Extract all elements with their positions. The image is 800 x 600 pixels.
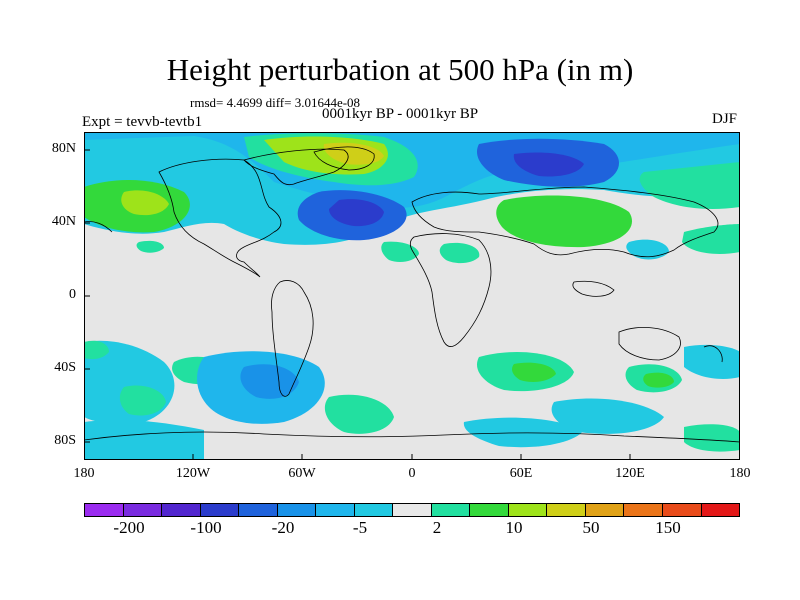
coastlines <box>83 146 741 443</box>
colorbar-swatch <box>470 504 509 516</box>
colorbar-swatch <box>316 504 355 516</box>
experiment-label: Expt = tevvb-tevtb1 <box>82 114 203 130</box>
colorbar-label: -20 <box>271 518 295 537</box>
colorbar-label: -100 <box>190 518 222 537</box>
colorbar <box>84 503 740 517</box>
colorbar-swatch <box>585 504 625 516</box>
colorbar-swatch <box>200 504 240 516</box>
y-tick-label: 80S <box>54 433 76 448</box>
stats-line: rmsd= 4.4699 diff= 3.01644e-08 <box>190 95 361 110</box>
colorbar-swatch <box>624 504 663 516</box>
colorbar-label: 10 <box>505 518 523 537</box>
colorbar-swatch <box>431 504 471 516</box>
contour-map <box>83 132 741 460</box>
north-anomaly-band <box>84 132 740 264</box>
x-tick-label: 180 <box>73 466 95 481</box>
plot-title: Height perturbation at 500 hPa (in m) <box>166 52 634 87</box>
x-tick-label: 120E <box>615 466 645 481</box>
colorbar-label: -200 <box>113 518 145 537</box>
colorbar-label: 150 <box>655 518 681 537</box>
colorbar-swatch <box>701 504 740 516</box>
colorbar-swatch <box>239 504 278 516</box>
x-tick-label: 60W <box>288 466 316 481</box>
period-label: 0001kyr BP - 0001kyr BP <box>322 106 479 122</box>
colorbar-swatch <box>85 504 124 516</box>
colorbar-label: -5 <box>352 518 368 537</box>
colorbar-swatch <box>123 504 163 516</box>
colorbar-swatch <box>508 504 548 516</box>
x-tick-label: 60E <box>509 466 533 481</box>
y-tick-label: 0 <box>69 287 76 302</box>
colorbar-swatch <box>354 504 394 516</box>
colorbar-swatch <box>547 504 586 516</box>
x-tick-label: 120W <box>175 466 211 481</box>
season-label: DJF <box>712 111 738 127</box>
colorbar-swatch <box>277 504 317 516</box>
colorbar-label: 2 <box>432 518 442 537</box>
x-tick-label: 180 <box>729 466 751 481</box>
south-anomaly-band <box>84 340 740 460</box>
colorbar-swatch <box>393 504 432 516</box>
colorbar-swatch <box>162 504 201 516</box>
y-tick-label: 40N <box>51 214 76 229</box>
map-panel <box>83 132 741 460</box>
colorbar-swatch <box>662 504 702 516</box>
y-tick-label: 80N <box>51 141 76 156</box>
y-tick-label: 40S <box>54 360 76 375</box>
x-tick-label: 0 <box>408 466 416 481</box>
colorbar-label: 50 <box>582 518 600 537</box>
